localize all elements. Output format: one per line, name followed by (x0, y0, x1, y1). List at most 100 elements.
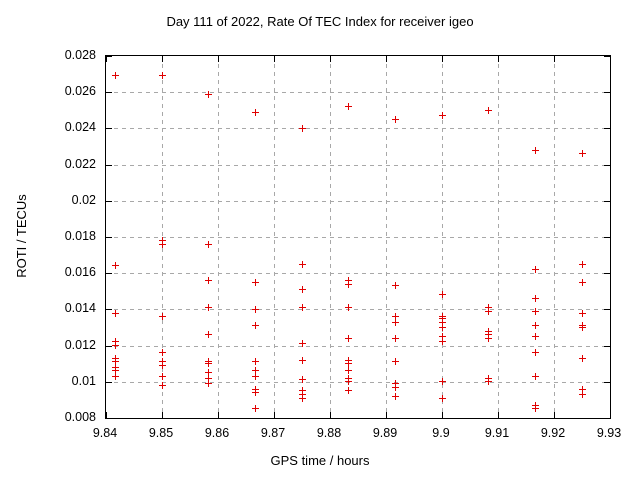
data-point-marker (112, 354, 120, 362)
x-tick (274, 412, 275, 418)
h-gridline (106, 128, 610, 130)
x-tick-label: 9.86 (204, 426, 230, 440)
data-point-marker (532, 146, 540, 154)
x-tick (218, 56, 219, 62)
x-tick (162, 412, 163, 418)
h-gridline (106, 345, 610, 347)
x-tick (498, 412, 499, 418)
data-point-marker (298, 340, 306, 348)
data-point-marker (298, 376, 306, 384)
data-point-marker (438, 318, 446, 326)
data-point-marker (392, 115, 400, 123)
data-point-marker (112, 367, 120, 375)
data-point-marker (484, 374, 492, 382)
data-point-marker (532, 405, 540, 413)
y-tick-label: 0.01 (71, 373, 96, 388)
data-point-marker (252, 385, 260, 393)
data-point-marker (204, 276, 212, 284)
data-point-marker (392, 383, 400, 391)
data-point-marker (344, 387, 352, 395)
y-tick (106, 273, 112, 275)
data-point-marker (578, 354, 586, 362)
y-tick (604, 128, 610, 130)
data-point-marker (578, 385, 586, 393)
data-point-marker (204, 374, 212, 382)
data-point-marker (484, 307, 492, 315)
data-point-marker (532, 372, 540, 380)
data-point-marker (344, 360, 352, 368)
y-tick (106, 128, 112, 130)
data-point-marker (484, 106, 492, 114)
data-point-marker (484, 327, 492, 335)
data-point-marker (484, 334, 492, 342)
h-gridline (106, 200, 610, 202)
y-tick (106, 164, 112, 166)
x-tick (106, 412, 107, 418)
data-point-marker (204, 380, 212, 388)
y-tick (604, 200, 610, 202)
data-point-marker (252, 108, 260, 116)
x-tick (442, 412, 443, 418)
data-point-marker (484, 331, 492, 339)
data-point-marker (392, 282, 400, 290)
x-tick (610, 412, 611, 418)
x-tick (554, 412, 555, 418)
data-point-marker (252, 322, 260, 330)
data-point-marker (252, 305, 260, 313)
data-point-marker (578, 150, 586, 158)
data-point-marker (252, 367, 260, 375)
x-tick-label: 9.9 (432, 426, 450, 440)
data-point-marker (532, 333, 540, 341)
x-tick (330, 56, 331, 62)
h-gridline (106, 381, 610, 383)
y-tick-label: 0.014 (64, 301, 96, 316)
data-point-marker (578, 309, 586, 317)
y-tick-label: 0.024 (64, 120, 96, 135)
data-point-marker (344, 334, 352, 342)
data-point-marker (438, 338, 446, 346)
data-point-marker (532, 295, 540, 303)
x-tick-label: 9.87 (260, 426, 286, 440)
y-tick (106, 56, 112, 57)
data-point-marker (578, 390, 586, 398)
y-tick (604, 164, 610, 166)
data-point-marker (158, 237, 166, 245)
y-tick (106, 309, 112, 311)
data-point-marker (252, 372, 260, 380)
data-point-marker (438, 333, 446, 341)
data-point-marker (532, 322, 540, 330)
data-point-marker (344, 367, 352, 375)
x-tick (442, 56, 443, 62)
x-tick (274, 56, 275, 62)
y-tick (604, 381, 610, 383)
data-point-marker (438, 394, 446, 402)
chart-title: Day 111 of 2022, Rate Of TEC Index for r… (166, 14, 474, 29)
data-point-marker (158, 349, 166, 357)
y-tick (106, 92, 112, 94)
data-point-marker (578, 278, 586, 286)
data-point-marker (204, 331, 212, 339)
data-point-marker (298, 260, 306, 268)
data-point-marker (484, 304, 492, 312)
y-tick-label: 0.02 (71, 192, 96, 207)
y-tick (604, 309, 610, 311)
h-gridline (106, 309, 610, 311)
data-point-marker (392, 334, 400, 342)
data-point-marker (392, 358, 400, 366)
y-tick-label: 0.008 (64, 410, 96, 424)
data-point-marker (112, 372, 120, 380)
data-point-marker (112, 338, 120, 346)
data-point-marker (252, 358, 260, 366)
x-tick-label: 9.93 (596, 426, 622, 440)
data-point-marker (392, 392, 400, 400)
data-point-marker (344, 276, 352, 284)
y-tick (604, 418, 610, 419)
data-point-marker (344, 304, 352, 312)
data-point-marker (298, 390, 306, 398)
data-point-marker (204, 369, 212, 377)
y-tick (106, 381, 112, 383)
data-point-marker (112, 262, 120, 270)
data-point-marker (204, 304, 212, 312)
data-point-marker (392, 380, 400, 388)
y-tick (604, 273, 610, 275)
